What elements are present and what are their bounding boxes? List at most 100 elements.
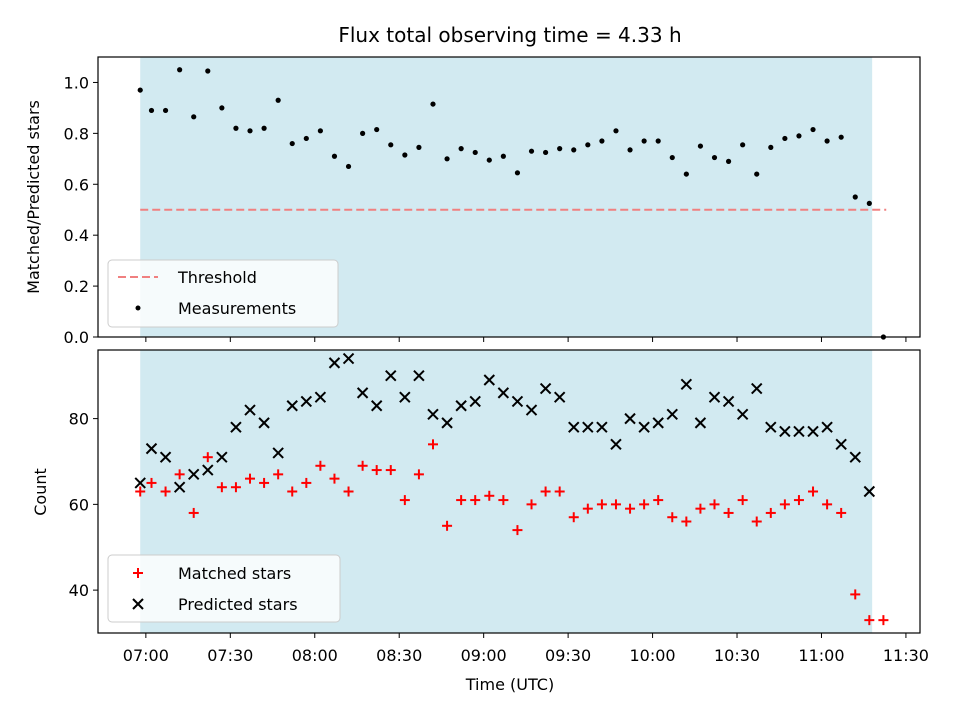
matched-point xyxy=(512,525,523,536)
matched-point xyxy=(442,520,453,531)
bottom-axes-frame xyxy=(97,349,921,634)
predicted-point xyxy=(314,391,327,403)
predicted-point xyxy=(230,421,242,433)
measurement-point xyxy=(191,114,197,120)
predicted-point xyxy=(328,357,341,369)
matched-point xyxy=(245,473,256,484)
measurement-point xyxy=(233,125,239,131)
predicted-point xyxy=(835,438,847,451)
predicted-point xyxy=(610,438,622,451)
measurement-point xyxy=(303,135,309,142)
matched-point xyxy=(765,507,776,518)
x-axis-label: Time (UTC) xyxy=(465,675,554,694)
legend-measurement-swatch xyxy=(135,305,141,311)
predicted-point xyxy=(413,370,425,382)
predicted-points xyxy=(134,352,876,498)
matched-point xyxy=(554,486,565,497)
matched-point xyxy=(709,499,720,510)
y-tick-label: 1.0 xyxy=(64,73,89,92)
predicted-point xyxy=(680,378,693,391)
matched-point xyxy=(315,460,326,471)
predicted-point xyxy=(159,451,172,463)
legend-box xyxy=(107,554,341,623)
measurement-point xyxy=(289,140,295,147)
predicted-point xyxy=(342,352,355,365)
predicted-point xyxy=(807,425,819,438)
bottom-panel: 40 60 80 07:00 07:30 08:00 08:30 09:00 09:30 10:… xyxy=(31,349,929,694)
predicted-point xyxy=(624,412,636,425)
measurement-point xyxy=(824,138,830,144)
predicted-point xyxy=(652,417,664,429)
matched-point xyxy=(808,486,819,497)
measurement-point xyxy=(430,101,436,107)
matched-point xyxy=(793,495,804,506)
matched-point xyxy=(540,486,551,497)
measurement-point xyxy=(219,105,225,111)
measurement-point xyxy=(725,158,732,164)
matched-points xyxy=(135,439,889,626)
matched-point xyxy=(822,499,833,510)
predicted-point xyxy=(286,400,298,412)
predicted-point xyxy=(427,408,439,421)
predicted-point xyxy=(765,421,777,433)
measurement-point xyxy=(599,138,605,144)
matched-point xyxy=(146,477,157,488)
predicted-point xyxy=(258,417,270,429)
matched-point xyxy=(413,469,424,480)
predicted-point xyxy=(863,485,876,498)
matched-point xyxy=(470,495,481,506)
matched-point xyxy=(399,495,410,506)
matched-point xyxy=(836,507,847,518)
legend-matched-swatch xyxy=(133,568,143,578)
measurement-points xyxy=(137,67,887,340)
measurement-point xyxy=(711,154,718,161)
measurement-point xyxy=(148,107,155,114)
matched-point xyxy=(878,615,889,626)
predicted-point xyxy=(385,370,397,382)
predicted-point xyxy=(173,481,186,493)
x-tick-label: 07:00 xyxy=(123,646,169,665)
matched-point xyxy=(610,499,621,510)
bottom-y-ticks: 40 60 80 xyxy=(69,410,98,600)
measurement-point xyxy=(542,149,549,156)
measurement-point xyxy=(388,142,394,148)
y-tick-label: 0.8 xyxy=(64,124,89,143)
predicted-point xyxy=(511,395,524,408)
measurement-point xyxy=(796,133,802,139)
predicted-point xyxy=(568,421,580,433)
top-x-ticks xyxy=(145,337,907,342)
matched-point xyxy=(864,615,875,626)
measurement-point xyxy=(838,134,844,140)
predicted-point xyxy=(751,382,763,395)
measurement-point xyxy=(557,146,563,152)
measurement-point xyxy=(261,125,267,131)
matched-point xyxy=(427,439,438,450)
matched-point xyxy=(385,465,396,476)
y-tick-label: 0.2 xyxy=(64,277,89,296)
top-panel: 0.0 0.2 0.4 0.6 0.8 1.0 Matched/Predicted sta… xyxy=(24,56,921,347)
matched-point xyxy=(202,452,213,463)
matched-point xyxy=(188,507,199,518)
measurement-point xyxy=(137,87,143,93)
measurement-point xyxy=(458,146,464,152)
x-tick-label: 08:00 xyxy=(292,646,338,665)
predicted-point xyxy=(216,451,228,463)
legend-predicted-swatch xyxy=(132,598,144,610)
legend-matched-label: Matched stars xyxy=(178,564,291,583)
measurement-point xyxy=(852,194,858,200)
measurement-point xyxy=(866,200,872,206)
y-tick-label: 0.0 xyxy=(64,328,89,347)
bottom-y-axis-label: Count xyxy=(31,468,50,516)
predicted-point xyxy=(272,447,284,459)
matched-point xyxy=(259,477,270,488)
top-y-axis-label: Matched/Predicted stars xyxy=(24,100,43,294)
measurement-point xyxy=(782,135,788,142)
matched-point xyxy=(230,482,241,493)
x-tick-label: 07:30 xyxy=(207,646,253,665)
measurement-point xyxy=(374,126,380,133)
predicted-point xyxy=(638,421,650,433)
matched-point xyxy=(526,499,537,510)
predicted-point xyxy=(370,400,383,412)
predicted-point xyxy=(793,425,805,438)
measurement-point xyxy=(754,171,760,177)
